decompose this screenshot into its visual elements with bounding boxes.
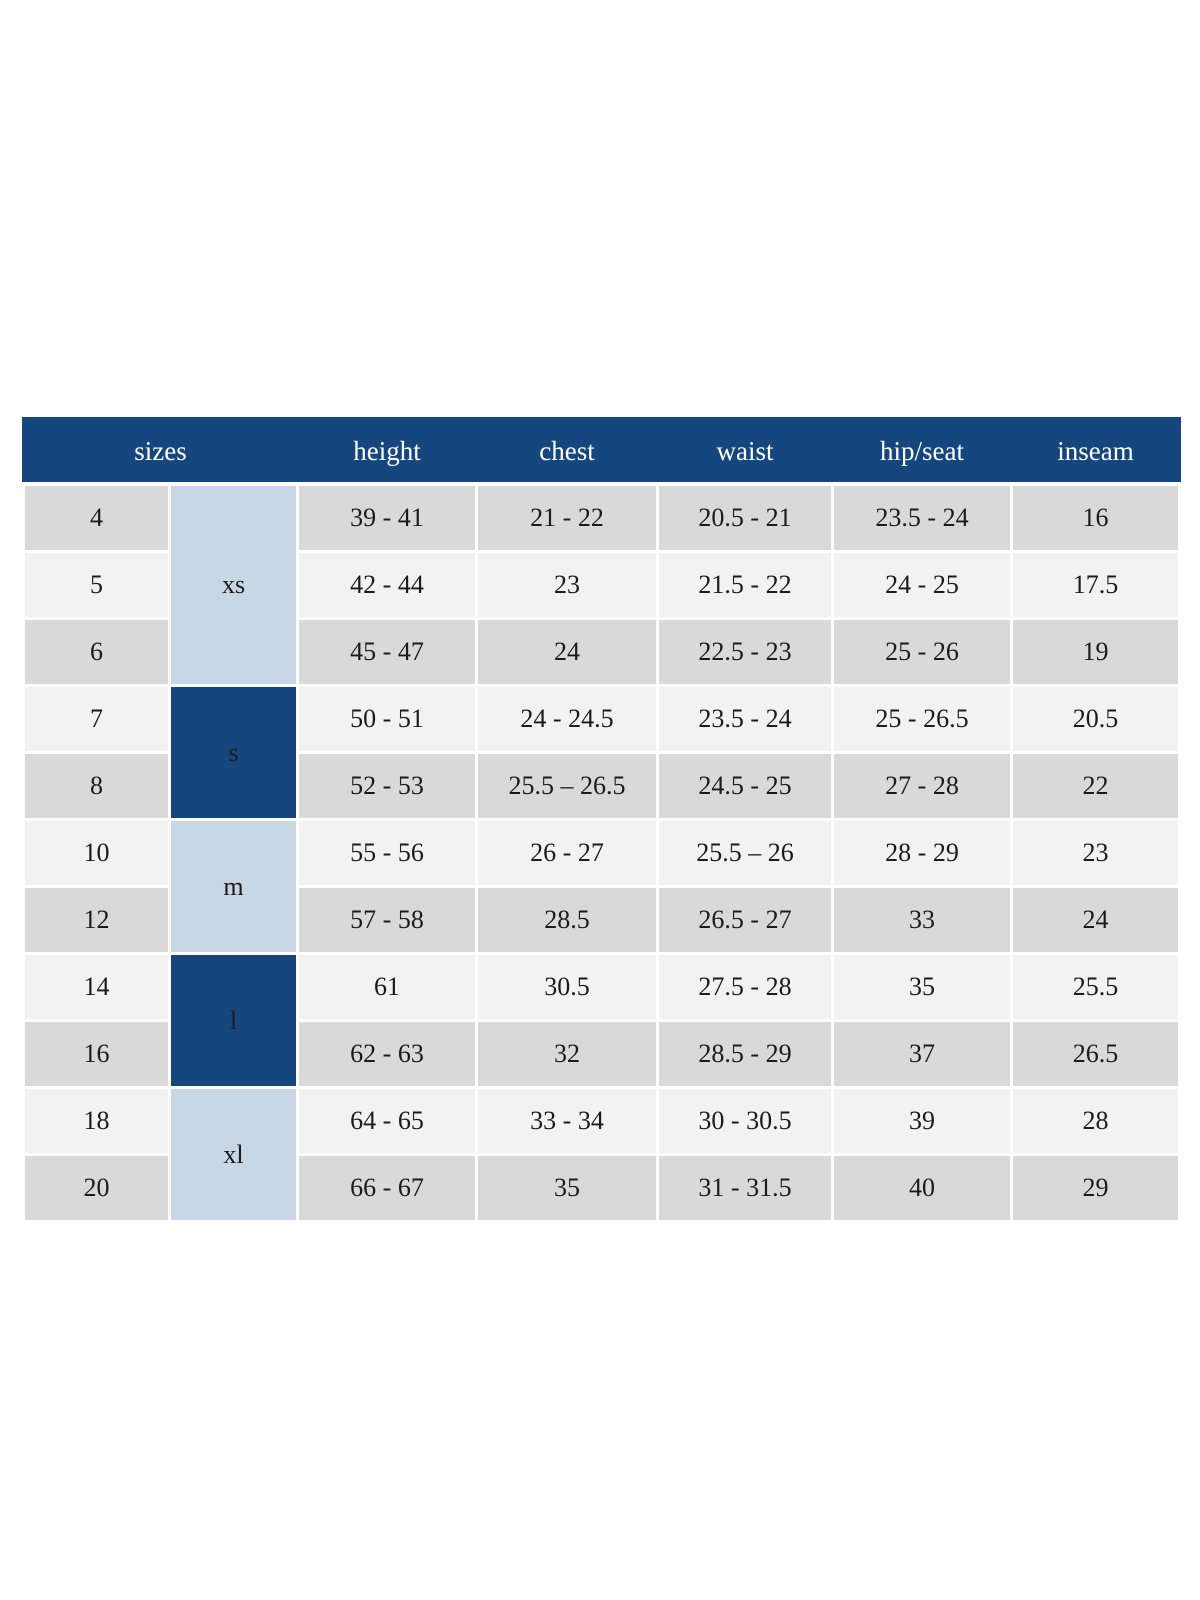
inseam-cell: 26.5	[1010, 1019, 1182, 1089]
header-inseam: inseam	[1010, 417, 1182, 486]
waist-cell: 24.5 - 25	[656, 751, 835, 821]
hip-seat-cell: 35	[831, 952, 1014, 1022]
header-sizes: sizes	[21, 417, 300, 486]
hip-seat-cell: 25 - 26	[831, 617, 1014, 687]
table-row: 4 xs 39 - 41 21 - 22 20.5 - 21 23.5 - 24…	[22, 482, 1182, 687]
height-cell: 42 - 44	[296, 550, 479, 620]
waist-cell: 28.5 - 29	[656, 1019, 835, 1089]
inseam-cell: 29	[1010, 1153, 1182, 1223]
chest-cell: 32	[475, 1019, 660, 1089]
group-cell-m: m	[167, 818, 300, 955]
chest-cell: 33 - 34	[475, 1086, 660, 1156]
height-cell: 52 - 53	[296, 751, 479, 821]
chest-cell: 26 - 27	[475, 818, 660, 888]
waist-cell: 25.5 – 26	[656, 818, 835, 888]
inseam-cell: 19	[1010, 617, 1182, 687]
waist-cell: 26.5 - 27	[656, 885, 835, 955]
size-cell: 20	[22, 1153, 171, 1223]
height-cell: 64 - 65	[296, 1086, 479, 1156]
size-cell: 14	[22, 952, 171, 1022]
waist-cell: 21.5 - 22	[656, 550, 835, 620]
group-cell-xl: xl	[167, 1086, 300, 1223]
table-row: 6 45 - 47 24 22.5 - 23 25 - 26 19	[22, 617, 1182, 687]
header-waist: waist	[656, 417, 835, 486]
height-cell: 57 - 58	[296, 885, 479, 955]
table-row: 18 xl 64 - 65 33 - 34 30 - 30.5 39 28	[22, 1086, 1182, 1223]
table-row: 8 52 - 53 25.5 – 26.5 24.5 - 25 27 - 28 …	[22, 751, 1182, 821]
size-cell: 12	[22, 885, 171, 955]
inseam-cell: 22	[1010, 751, 1182, 821]
inseam-cell: 23	[1010, 818, 1182, 888]
height-cell: 39 - 41	[296, 482, 479, 553]
hip-seat-cell: 23.5 - 24	[831, 482, 1014, 553]
table-header-row: sizes height chest waist hip/seat inseam	[21, 417, 1182, 486]
hip-seat-cell: 40	[831, 1153, 1014, 1223]
inseam-cell: 28	[1010, 1086, 1182, 1156]
size-cell: 4	[22, 482, 171, 553]
inseam-cell: 24	[1010, 885, 1182, 955]
table-row: 16 62 - 63 32 28.5 - 29 37 26.5	[22, 1019, 1182, 1089]
inseam-cell: 20.5	[1010, 684, 1182, 754]
inseam-cell: 25.5	[1010, 952, 1182, 1022]
waist-cell: 30 - 30.5	[656, 1086, 835, 1156]
size-chart-table: sizes height chest waist hip/seat inseam…	[21, 417, 1182, 1223]
table-row: 5 42 - 44 23 21.5 - 22 24 - 25 17.5	[22, 550, 1182, 620]
height-cell: 66 - 67	[296, 1153, 479, 1223]
chest-cell: 35	[475, 1153, 660, 1223]
size-chart: sizes height chest waist hip/seat inseam…	[21, 417, 1182, 1223]
chest-cell: 24 - 24.5	[475, 684, 660, 754]
table-row: 12 57 - 58 28.5 26.5 - 27 33 24	[22, 885, 1182, 955]
size-cell: 6	[22, 617, 171, 687]
inseam-cell: 17.5	[1010, 550, 1182, 620]
hip-seat-cell: 27 - 28	[831, 751, 1014, 821]
hip-seat-cell: 24 - 25	[831, 550, 1014, 620]
table-row: 14 l 61 30.5 27.5 - 28 35 25.5	[22, 952, 1182, 1089]
chest-cell: 25.5 – 26.5	[475, 751, 660, 821]
height-cell: 45 - 47	[296, 617, 479, 687]
height-cell: 61	[296, 952, 479, 1022]
waist-cell: 20.5 - 21	[656, 482, 835, 553]
size-cell: 7	[22, 684, 171, 754]
size-cell: 16	[22, 1019, 171, 1089]
chest-cell: 24	[475, 617, 660, 687]
waist-cell: 22.5 - 23	[656, 617, 835, 687]
waist-cell: 31 - 31.5	[656, 1153, 835, 1223]
header-height: height	[296, 417, 479, 486]
chest-cell: 28.5	[475, 885, 660, 955]
chest-cell: 23	[475, 550, 660, 620]
waist-cell: 23.5 - 24	[656, 684, 835, 754]
size-cell: 18	[22, 1086, 171, 1156]
size-cell: 8	[22, 751, 171, 821]
hip-seat-cell: 25 - 26.5	[831, 684, 1014, 754]
inseam-cell: 16	[1010, 482, 1182, 553]
hip-seat-cell: 33	[831, 885, 1014, 955]
hip-seat-cell: 39	[831, 1086, 1014, 1156]
height-cell: 55 - 56	[296, 818, 479, 888]
group-cell-xs: xs	[167, 482, 300, 687]
size-cell: 10	[22, 818, 171, 888]
hip-seat-cell: 37	[831, 1019, 1014, 1089]
size-cell: 5	[22, 550, 171, 620]
waist-cell: 27.5 - 28	[656, 952, 835, 1022]
height-cell: 62 - 63	[296, 1019, 479, 1089]
chest-cell: 21 - 22	[475, 482, 660, 553]
height-cell: 50 - 51	[296, 684, 479, 754]
hip-seat-cell: 28 - 29	[831, 818, 1014, 888]
table-row: 10 m 55 - 56 26 - 27 25.5 – 26 28 - 29 2…	[22, 818, 1182, 955]
table-row: 7 s 50 - 51 24 - 24.5 23.5 - 24 25 - 26.…	[22, 684, 1182, 821]
table-row: 20 66 - 67 35 31 - 31.5 40 29	[22, 1153, 1182, 1223]
group-cell-s: s	[167, 684, 300, 821]
header-chest: chest	[475, 417, 660, 486]
chest-cell: 30.5	[475, 952, 660, 1022]
header-hip-seat: hip/seat	[831, 417, 1014, 486]
group-cell-l: l	[167, 952, 300, 1089]
